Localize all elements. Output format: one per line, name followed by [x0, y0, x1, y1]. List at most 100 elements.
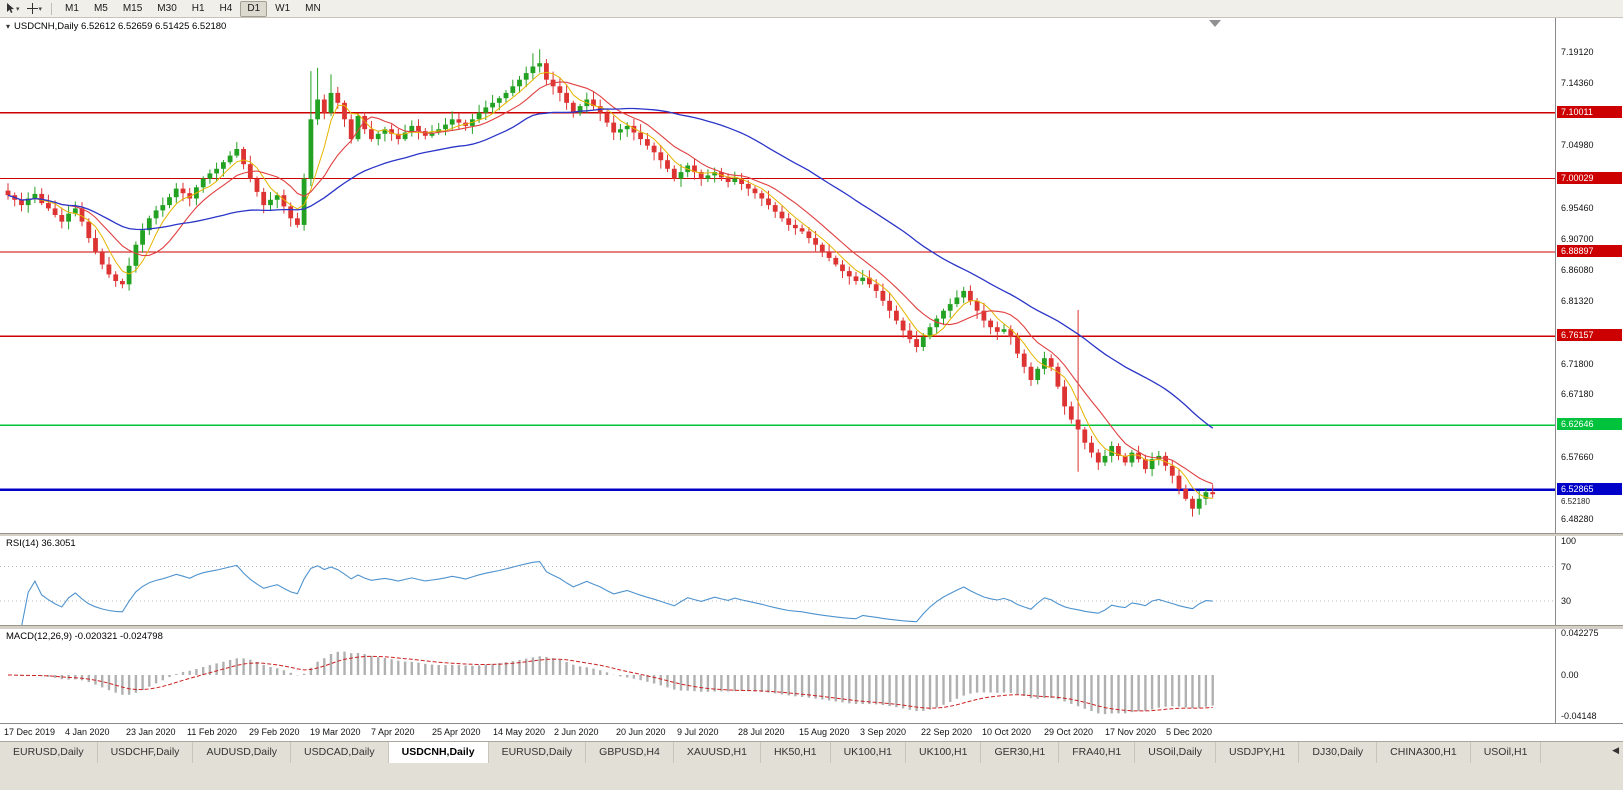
rsi-axis-label: 100: [1561, 536, 1577, 546]
price-axis-label: 6.81320: [1561, 296, 1594, 306]
date-axis-label: 17 Dec 2019: [4, 727, 56, 737]
cursor-icon: [7, 3, 14, 13]
date-axis-label: 29 Oct 2020: [1044, 727, 1094, 737]
chart-tab-china300-h1[interactable]: CHINA300,H1: [1377, 742, 1471, 763]
price-level-badge: 7.10011: [1557, 106, 1622, 118]
date-axis-label: 9 Jul 2020: [677, 727, 719, 737]
date-axis-label: 23 Jan 2020: [126, 727, 176, 737]
macd-title-text: MACD(12,26,9) -0.020321 -0.024798: [6, 631, 163, 642]
chart-tab-usdcnh-daily[interactable]: USDCNH,Daily: [388, 742, 489, 763]
date-axis-label: 14 May 2020: [493, 727, 546, 737]
chart-tab-usdjpy-h1[interactable]: USDJPY,H1: [1216, 742, 1300, 763]
symbol-dropdown-icon[interactable]: ▾: [6, 22, 11, 31]
date-axis-label: 4 Jan 2020: [65, 727, 110, 737]
price-axis-label: 6.48280: [1561, 514, 1594, 524]
date-axis-label: 7 Apr 2020: [371, 727, 415, 737]
timeframe-button-m5[interactable]: M5: [93, 2, 108, 14]
timeframe-button-m30[interactable]: M30: [157, 2, 177, 14]
price-axis-label: 6.57660: [1561, 452, 1594, 462]
date-axis-label: 2 Jun 2020: [554, 727, 599, 737]
date-axis[interactable]: 17 Dec 2019 4 Jan 2020 23 Jan 2020 11 Feb 2…: [0, 723, 1623, 742]
price-axis-label: 7.19120: [1561, 47, 1594, 57]
date-axis-label: 22 Sep 2020: [921, 727, 973, 737]
toolbar-separator: [51, 2, 53, 15]
chart-tab-gbpusd-h4[interactable]: GBPUSD,H4: [586, 742, 674, 763]
chart-tab-eurusd-daily[interactable]: EURUSD,Daily: [0, 742, 98, 763]
macd-axis-label: 0.042275: [1561, 628, 1599, 638]
timeframe-button-h4[interactable]: H4: [219, 2, 233, 14]
chart-title: ▾ USDCNH,Daily 6.52612 6.52659 6.51425 6…: [6, 21, 226, 32]
crosshair-icon: [26, 3, 38, 14]
timeframe-button-group: M1 M5 M15 M30 H1 H4 D1 W1 MN: [58, 0, 328, 17]
panel-separator[interactable]: [0, 625, 1623, 629]
chart-tab-usdcad-daily[interactable]: USDCAD,Daily: [291, 742, 389, 763]
price-level-badge: 6.88897: [1557, 245, 1622, 257]
rsi-axis[interactable]: 100 70 30: [1555, 535, 1623, 625]
macd-indicator-panel: MACD(12,26,9) -0.020321 -0.024798 0.0422…: [0, 628, 1623, 723]
chart-tab-uk100-h1[interactable]: UK100,H1: [831, 742, 907, 763]
date-axis-label: 17 Nov 2020: [1105, 727, 1157, 737]
chart-tab-usoil-daily[interactable]: USOil,Daily: [1135, 742, 1216, 763]
panel-separator[interactable]: [0, 533, 1623, 536]
date-axis-label: 28 Jul 2020: [738, 727, 785, 737]
price-level-badge: 6.62646: [1557, 418, 1622, 430]
date-axis-label: 29 Feb 2020: [249, 727, 300, 737]
macd-axis[interactable]: 0.042275 0.00 -0.04148: [1555, 628, 1623, 723]
timeframe-toolbar: ▾ ▾ M1 M5 M15 M30 H1 H4 D1 W1 MN: [0, 0, 1623, 18]
date-axis-label: 20 Jun 2020: [616, 727, 666, 737]
chart-shift-marker[interactable]: [1209, 20, 1221, 27]
rsi-axis-label: 70: [1561, 562, 1572, 572]
timeframe-button-mn[interactable]: MN: [305, 2, 321, 14]
date-axis-label: 10 Oct 2020: [982, 727, 1032, 737]
price-level-badge: 7.00029: [1557, 172, 1622, 184]
date-axis-label: 15 Aug 2020: [799, 727, 850, 737]
chart-tab-ger30-h1[interactable]: GER30,H1: [981, 742, 1060, 763]
main-chart-panel: ▾ USDCNH,Daily 6.52612 6.52659 6.51425 6…: [0, 17, 1623, 533]
chart-title-text: USDCNH,Daily 6.52612 6.52659 6.51425 6.5…: [14, 21, 227, 32]
chart-tab-audusd-daily[interactable]: AUDUSD,Daily: [193, 742, 292, 763]
chart-tab-uk100-h1[interactable]: UK100,H1: [906, 742, 982, 763]
chart-tab-usoil-h1[interactable]: USOil,H1: [1471, 742, 1542, 763]
chart-tab-usdchf-daily[interactable]: USDCHF,Daily: [98, 742, 194, 763]
timeframe-button-m15[interactable]: M15: [122, 2, 143, 14]
timeframe-button-m1[interactable]: M1: [65, 2, 79, 14]
macd-chart-canvas[interactable]: [0, 628, 1556, 723]
candlestick-chart-canvas[interactable]: [0, 17, 1556, 533]
price-axis-label: 6.95460: [1561, 203, 1594, 213]
price-axis[interactable]: 7.19120 7.14360 7.04980 6.95460 6.90700 6.860…: [1555, 17, 1623, 533]
rsi-chart-canvas[interactable]: [0, 535, 1556, 625]
chevron-down-icon: ▾: [16, 5, 20, 13]
tab-scroll-left-button[interactable]: ◀: [1610, 745, 1621, 756]
bottom-filler: [0, 762, 1623, 790]
cursor-tool-button[interactable]: ▾: [3, 1, 23, 16]
timeframe-button-w1[interactable]: W1: [275, 2, 291, 14]
rsi-axis-label: 30: [1561, 596, 1572, 606]
crosshair-tool-button[interactable]: ▾: [24, 1, 46, 16]
price-axis-label: 6.90700: [1561, 234, 1594, 244]
chart-tab-dj30-daily[interactable]: DJ30,Daily: [1299, 742, 1378, 763]
chart-tab-xauusd-h1[interactable]: XAUUSD,H1: [674, 742, 761, 763]
price-axis-label: 7.04980: [1561, 140, 1594, 150]
rsi-indicator-panel: RSI(14) 36.3051 100 70 30: [0, 535, 1623, 625]
price-level-badge: 6.76157: [1557, 329, 1622, 341]
price-level-badge: 6.52865: [1557, 483, 1622, 495]
rsi-title-text: RSI(14) 36.3051: [6, 538, 76, 549]
date-axis-label: 3 Sep 2020: [860, 727, 907, 737]
current-price-label: 6.52180: [1561, 497, 1590, 506]
timeframe-button-h1[interactable]: H1: [191, 2, 205, 14]
chevron-down-icon: ▾: [38, 5, 43, 13]
chart-tab-fra40-h1[interactable]: FRA40,H1: [1059, 742, 1136, 763]
macd-axis-label: 0.00: [1561, 670, 1579, 680]
date-axis-label: 19 Mar 2020: [310, 727, 361, 737]
price-axis-label: 6.67180: [1561, 389, 1594, 399]
timeframe-button-d1[interactable]: D1: [240, 0, 268, 17]
rsi-title: RSI(14) 36.3051: [6, 538, 76, 549]
macd-title: MACD(12,26,9) -0.020321 -0.024798: [6, 631, 163, 642]
price-axis-label: 6.71800: [1561, 359, 1594, 369]
chart-tab-eurusd-daily[interactable]: EURUSD,Daily: [489, 742, 587, 763]
date-axis-label: 25 Apr 2020: [432, 727, 481, 737]
date-axis-label: 11 Feb 2020: [187, 727, 237, 737]
price-axis-label: 7.14360: [1561, 78, 1594, 88]
chart-tab-hk50-h1[interactable]: HK50,H1: [761, 742, 831, 763]
